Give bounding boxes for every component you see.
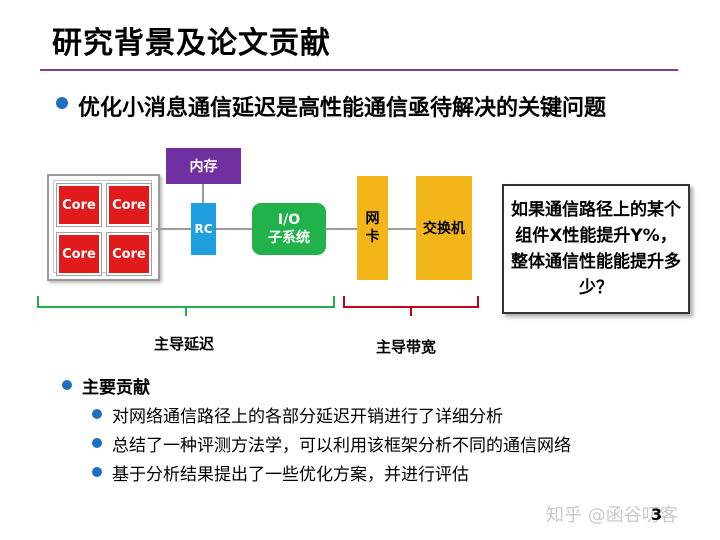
headline-text: 优化小消息通信延迟是高性能通信亟待解决的关键问题: [78, 96, 607, 121]
core-block: Core: [57, 184, 101, 226]
core-block: Core: [57, 233, 101, 275]
sub-bullet-dot: [92, 438, 102, 448]
bullet-dot: [62, 380, 72, 390]
watermark: 知乎 @函谷叨客: [546, 505, 678, 526]
switch-block: 交换机: [416, 176, 472, 280]
latency-label: 主导延迟: [154, 335, 215, 353]
io-subsystem-block: I/O 子系统: [252, 203, 326, 255]
bandwidth-label: 主导带宽: [376, 338, 437, 356]
connector-cpu-rc: [156, 228, 191, 230]
connector-rc-io: [216, 228, 252, 230]
contribution-item: 对网络通信路径上的各部分延迟开销进行了详细分析: [112, 407, 503, 427]
root-complex-block: RC: [191, 203, 216, 255]
memory-block: 内存: [166, 148, 241, 184]
slide-title: 研究背景及论文贡献: [52, 26, 331, 61]
nic-block: 网 卡: [357, 176, 388, 280]
question-box: 如果通信路径上的某个组件X性能提升Y%，整体通信性能能提升多少？: [502, 184, 690, 314]
io-label-line2: 子系统: [268, 230, 310, 246]
page-number: 3: [651, 505, 663, 524]
io-label-line1: I/O: [277, 212, 301, 228]
cpu-inner-frame: [53, 180, 152, 273]
question-text: 如果通信路径上的某个组件X性能提升Y%，整体通信性能能提升多少？: [511, 200, 681, 298]
sub-bullet-dot: [92, 467, 102, 477]
connector-nic-switch: [388, 228, 416, 230]
title-divider: [40, 69, 678, 71]
connector-io-nic: [326, 228, 357, 230]
contributions-heading: 主要贡献: [82, 378, 150, 398]
sub-bullet-dot: [92, 409, 102, 419]
bullet-dot: [56, 97, 68, 109]
bandwidth-brace: [343, 296, 479, 308]
connector-rc-memory: [202, 184, 204, 203]
contribution-item: 总结了一种评测方法学，可以利用该框架分析不同的通信网络: [112, 436, 571, 456]
contribution-item: 基于分析结果提出了一些优化方案，并进行评估: [112, 465, 469, 485]
core-block: Core: [107, 184, 151, 226]
core-block: Core: [107, 233, 151, 275]
nic-label-line2: 卡: [365, 229, 380, 245]
nic-label-line1: 网: [365, 211, 380, 227]
latency-brace: [37, 296, 335, 308]
